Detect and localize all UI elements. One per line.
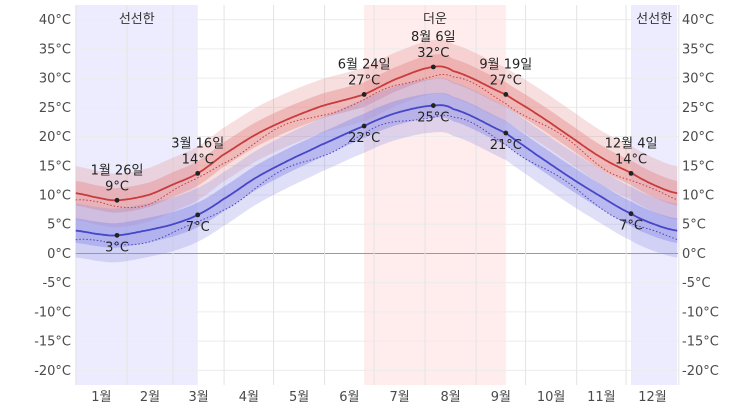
x-tick-label: 2월 [140,390,160,405]
x-tick-label: 11월 [587,390,616,405]
y-tick-label-left: 15°C [39,159,71,174]
annotation-date: 1월 26일 [91,163,144,178]
y-tick-label-right: 25°C [682,101,714,116]
annotation-high: 14°C [182,152,214,167]
y-tick-label-left: 20°C [39,130,71,145]
annotation-high: 32°C [417,46,449,61]
high-point [195,170,201,176]
y-tick-label-right: 20°C [682,130,714,145]
y-tick-label-right: 15°C [682,159,714,174]
annotation-date: 8월 6일 [411,30,456,45]
low-point [114,232,120,238]
y-tick-label-left: 0°C [47,247,71,262]
annotation-high: 27°C [348,73,380,88]
annotation-date: 9월 19일 [479,57,532,72]
low-dotted-line [75,114,678,246]
annotation-points [114,64,634,238]
low-point [430,103,436,108]
high-point [430,64,436,70]
high-dotted-line [75,73,678,209]
annotation-high: 27°C [490,73,522,88]
annotation-date: 3월 16일 [171,136,224,151]
y-tick-label-right: -10°C [682,305,719,320]
y-tick-label-right: 40°C [682,13,714,28]
annotation-low: 21°C [490,138,522,153]
y-tick-label-left: -5°C [42,276,71,291]
y-tick-label-left: 5°C [47,218,71,233]
y-tick-label-left: 30°C [39,72,71,87]
annotation-low: 22°C [348,131,380,146]
y-tick-label-right: -5°C [682,276,711,291]
annotation-high: 14°C [615,152,647,167]
high-band-outer [75,39,678,228]
x-tick-label: 5월 [289,390,309,405]
x-tick-label: 8월 [441,390,461,405]
y-tick-label-left: 35°C [39,42,71,57]
high-point [361,92,367,97]
x-tick-label: 4월 [239,390,259,405]
annotation-date: 12월 4일 [605,136,658,151]
y-tick-label-right: 35°C [682,42,714,57]
low-point [628,211,634,217]
x-tick-label: 3월 [188,390,208,405]
y-tick-label-left: 10°C [39,189,71,204]
season-label: 선선한 [636,12,672,27]
annotation-low: 25°C [417,111,449,126]
y-tick-label-right: 5°C [682,218,706,233]
y-tick-label-right: 0°C [682,247,706,262]
y-tick-label-right: -15°C [682,335,719,350]
y-tick-label-left: 40°C [39,13,71,28]
annotation-low: 3°C [105,240,129,255]
y-tick-label-left: 25°C [39,101,71,116]
low-point [361,123,367,129]
low-series-line [75,104,678,237]
annotation-low: 7°C [619,219,643,234]
y-tick-label-right: 30°C [682,72,714,87]
high-band-inner [75,54,678,213]
x-tick-label: 12월 [638,390,667,405]
grid [75,5,680,385]
x-tick-label: 1월 [91,390,111,405]
x-tick-label: 9월 [491,390,511,405]
y-tick-label-left: -20°C [34,364,71,379]
high-series-line [75,65,678,202]
high-point [114,197,120,203]
y-tick-label-left: -15°C [34,335,71,350]
high-point [503,92,509,97]
annotation-high: 9°C [105,179,129,194]
series-lines [75,65,678,246]
low-band-outer [75,78,678,263]
season-label: 더운 [423,12,447,27]
x-tick-label: 7월 [389,390,409,405]
annotation-date: 6월 24일 [338,57,391,72]
annotation-low: 7°C [186,220,210,235]
y-tick-label-left: -10°C [34,305,71,320]
low-point [195,212,201,218]
season-label: 선선한 [119,12,155,27]
low-point [503,130,509,136]
x-tick-label: 10월 [537,390,566,405]
y-tick-label-right: 10°C [682,189,714,204]
y-tick-label-right: -20°C [682,364,719,379]
x-tick-label: 6월 [339,390,359,405]
labels: 선선한 더운 선선한 40°C 40°C 35°C 35°C 30°C 30°C 25°C 25°C… [34,12,719,405]
high-point [628,170,634,176]
